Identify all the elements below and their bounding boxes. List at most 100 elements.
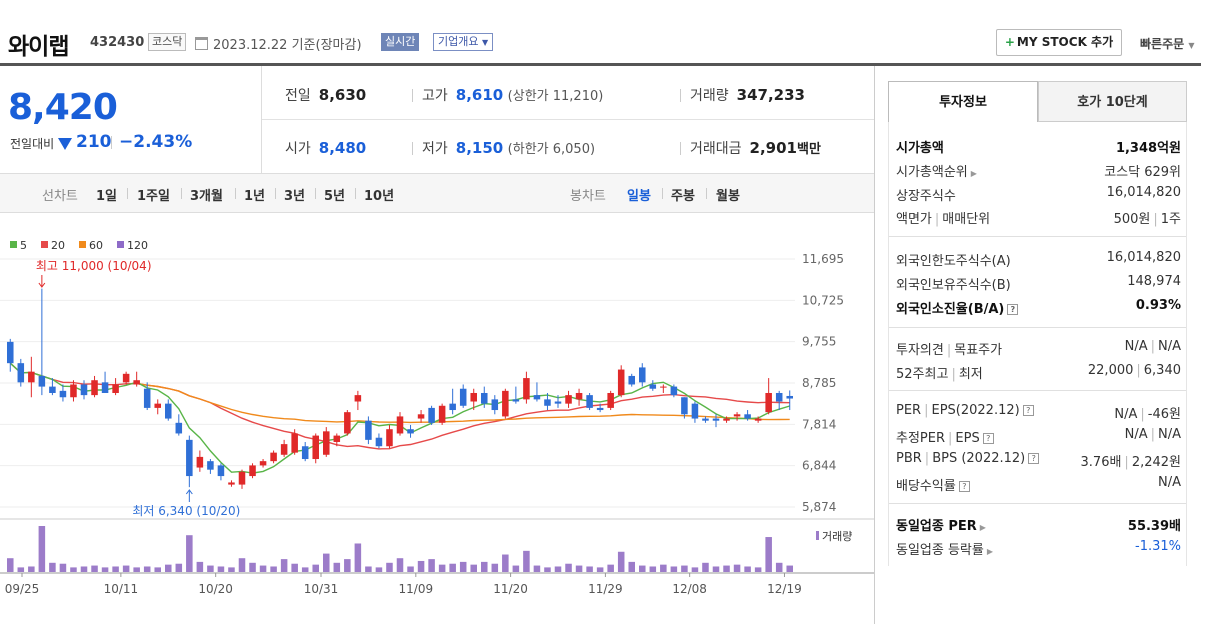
period-10y[interactable]: 10년 <box>364 189 395 204</box>
help-icon[interactable]: ? <box>1007 304 1019 315</box>
divider <box>315 188 316 199</box>
y-tick-label: 11,695 <box>802 252 844 266</box>
volume-bar <box>459 561 467 572</box>
y-tick-label: 9,755 <box>802 335 836 349</box>
market-cap-rank-row[interactable]: 시가총액순위 ▶ 코스닥 629위 <box>896 165 1181 180</box>
sector-change-row[interactable]: 동일업종 등락률 ▶ -1.31% <box>896 539 1181 558</box>
candle-body <box>470 392 477 402</box>
divider <box>680 142 681 155</box>
candle-body <box>670 386 678 396</box>
chevron-down-icon: ▼ <box>1188 41 1195 50</box>
volume-bar <box>660 564 667 572</box>
quick-order-button[interactable]: 빠른주문 ▼ <box>1140 37 1195 51</box>
help-icon[interactable]: ? <box>982 433 994 444</box>
volume-bar <box>639 565 646 572</box>
period-1y[interactable]: 1년 <box>244 189 266 204</box>
divider <box>889 327 1186 328</box>
volume-bar <box>417 560 425 572</box>
volume-legend-label: 거래량 <box>822 530 852 543</box>
change-amount: 210 <box>76 132 112 152</box>
header-divider <box>0 63 1201 66</box>
candle-body <box>217 465 225 477</box>
volume-bar <box>344 559 351 572</box>
tab-invest-info[interactable]: 투자정보 <box>888 81 1038 122</box>
divider <box>412 142 413 155</box>
legend-swatch <box>117 241 124 248</box>
candle-body <box>628 375 635 385</box>
candle-body <box>649 384 657 389</box>
candle-body <box>565 395 572 404</box>
volume-bar <box>491 563 499 572</box>
candle-body <box>691 403 699 419</box>
stock-name: 와이랩 <box>8 34 69 60</box>
divider <box>706 188 707 199</box>
period-5y[interactable]: 5년 <box>324 189 346 204</box>
sector-per-row[interactable]: 동일업종 PER ▶ 55.39배 <box>896 519 1181 534</box>
candle-body <box>38 375 46 387</box>
period-1d[interactable]: 1일 <box>96 189 118 204</box>
price-chart[interactable]: 11,695 10,725 9,755 8,785 7,814 6,844 5,874 5 20… <box>0 213 874 624</box>
candle-monthly[interactable]: 월봉 <box>716 189 740 204</box>
help-icon[interactable]: ? <box>958 481 970 492</box>
quote-date: 2023.12.22 기준(장마감) <box>213 38 362 53</box>
volume-bar <box>438 564 446 572</box>
volume-bar <box>386 562 393 572</box>
stock-code: 432430 <box>90 35 145 50</box>
candle-body <box>428 407 435 423</box>
candle-body <box>238 471 246 485</box>
volume-bar <box>723 565 730 572</box>
candle-body <box>143 388 151 408</box>
candle-weekly[interactable]: 주봉 <box>671 189 695 204</box>
open-price: 시가 8,480 <box>285 139 367 157</box>
add-mystock-button[interactable]: + MY STOCK 추가 <box>996 29 1122 56</box>
volume-bar <box>775 562 783 572</box>
candle-body <box>438 405 446 423</box>
candle-body <box>765 392 772 413</box>
volume-bar <box>607 564 614 572</box>
chevron-right-icon: ▶ <box>979 523 986 532</box>
candle-body <box>175 422 183 434</box>
high-arrow-head <box>38 282 46 288</box>
invest-info-panel: 시가총액 1,348억원 시가총액순위 ▶ 코스닥 629위 상장주식수 16,014,… <box>888 122 1187 566</box>
quote-row-divider <box>262 119 874 120</box>
candle-body <box>333 435 341 442</box>
volume-bar <box>375 567 383 572</box>
volume-bar <box>691 567 699 572</box>
low-arrow-head <box>185 489 193 495</box>
tab-hoga[interactable]: 호가 10단계 <box>1038 81 1187 122</box>
period-3m[interactable]: 3개월 <box>190 189 223 204</box>
period-3y[interactable]: 3년 <box>284 189 306 204</box>
volume-bar <box>259 565 267 572</box>
volume-bar <box>354 543 362 572</box>
candle-body <box>775 392 783 402</box>
down-arrow-icon <box>58 138 72 150</box>
period-1w[interactable]: 1주일 <box>137 189 170 204</box>
volume-bar <box>133 567 140 572</box>
prev-close: 전일 8,630 <box>285 86 367 104</box>
help-icon[interactable]: ? <box>1022 405 1034 416</box>
divider <box>235 188 236 199</box>
legend-label: 5 <box>20 239 27 252</box>
candle-body <box>575 392 583 400</box>
foreign-holding-row: 외국인보유주식수(B) 148,974 <box>896 274 1181 293</box>
candlestick-chart[interactable]: 11,695 10,725 9,755 8,785 7,814 6,844 5,874 5 20… <box>0 213 874 624</box>
per-eps-row: PER | EPS(2022.12)? N/A | -46원 <box>896 403 1181 422</box>
candle-body <box>386 429 393 447</box>
candle-body <box>270 452 277 462</box>
candle-body <box>481 392 488 404</box>
help-icon[interactable]: ? <box>1028 453 1040 464</box>
volume-bar <box>165 564 172 572</box>
candle-body <box>133 380 140 385</box>
realtime-button[interactable]: 실시간 <box>381 33 420 51</box>
candle-daily[interactable]: 일봉 <box>627 189 651 204</box>
volume-bar <box>544 567 551 572</box>
candle-body <box>122 373 130 383</box>
x-tick-label: 10/11 <box>104 582 139 596</box>
candle-body <box>280 444 288 455</box>
candle-body <box>660 386 667 388</box>
x-tick-label: 11/09 <box>399 582 434 596</box>
volume-bar <box>365 566 372 572</box>
company-overview-dropdown[interactable]: 기업개요 ▼ <box>433 33 494 51</box>
candle-body <box>165 403 172 419</box>
change-percent: −2.43% <box>119 132 193 152</box>
